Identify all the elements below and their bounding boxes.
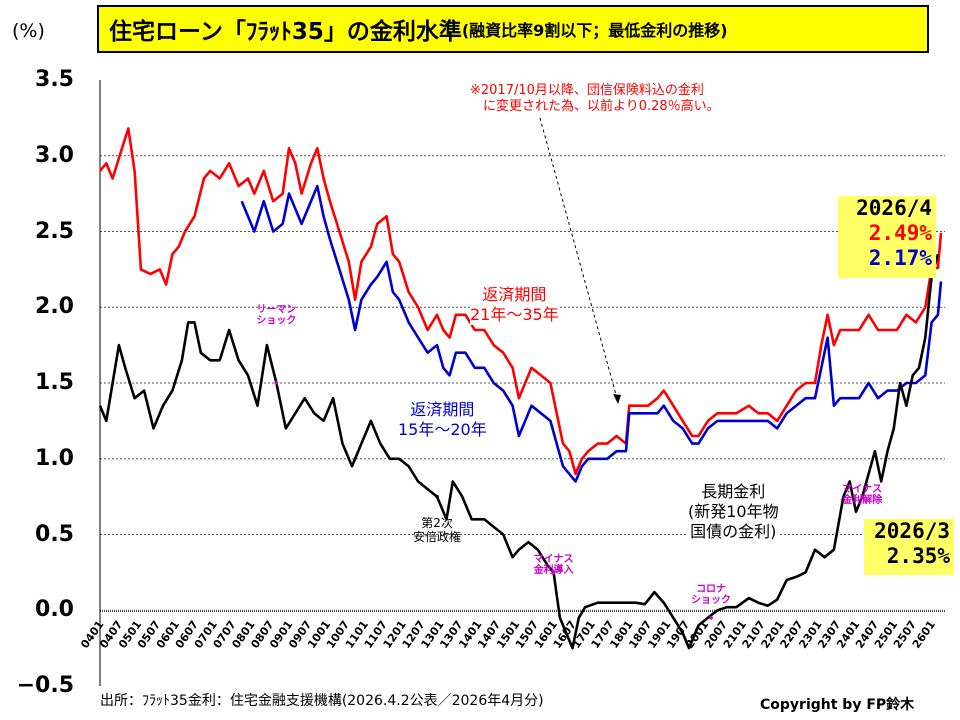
y-tick-label: 1.0 [35,445,74,471]
note-arrow-head [613,394,621,404]
event-marker-dot [551,570,556,575]
note-annotation: ※2017/10月以降、団信保険料込の金利 に変更された為、以前より0.28％高… [470,83,720,115]
series-long-term [98,127,943,476]
series-lines [98,127,943,650]
source-note: 出所：ﾌﾗｯﾄ35金利：住宅金融支援機構(2026.4.2公表／2026年4月分… [100,693,544,709]
latest-short-rate: 2.17% [868,246,932,270]
y-tick-label: 2.5 [35,218,74,244]
copyright: Copyright by FP鈴木 [760,697,915,713]
y-tick-label: −0.5 [16,673,74,698]
latest-long-rate: 2.49% [868,221,932,245]
x-tick-labels: 0401040705010507060106070701070708010807… [78,618,938,651]
y-tick-label: 3.5 [35,67,74,92]
series-short-term [240,184,943,483]
event-marker-dot [709,616,713,620]
note-arrow [539,117,619,403]
chart-title: 住宅ローン「ﾌﾗｯﾄ35」の金利水準 (融資比率9割以下；最低金利の推移) [97,5,929,53]
title-main: 住宅ローン「ﾌﾗｯﾄ35」の金利水準 [109,19,462,45]
long-term-label: 返済期間 21年～35年 [470,285,559,325]
title-sub: (融資比率9割以下；最低金利の推移) [461,21,728,40]
latest-jgb-box: 2026/3 2.35% [864,519,954,575]
latest-fixed-date: 2026/4 [856,196,932,220]
jgb-label: 長期金利 (新発10年物 国債の金利) [688,482,779,542]
y-tick-label: 1.5 [35,370,74,395]
short-term-label: 返済期間 15年～20年 [398,400,487,440]
event-marker-dot [435,494,439,499]
y-tick-label: 0.5 [35,521,74,547]
latest-jgb-date: 2026/3 [874,519,950,543]
event-marker-label: リーマンショック [256,303,296,326]
y-tick-label: 2.0 [35,294,74,320]
event-marker-label: 第2次安倍政権 [413,516,461,544]
event-marker-dot [860,494,865,499]
y-axis-unit: (%) [12,20,45,42]
event-marker-label: マイナス金利解除 [841,483,883,506]
latest-fixed-box: 2026/4 2.49% 2.17% [838,196,936,278]
latest-jgb-rate: 2.35% [886,544,950,568]
event-marker-label: コロナショック [691,583,731,606]
event-marker-label: マイナス金利導入 [533,553,574,576]
y-tick-label: 3.0 [35,142,74,168]
y-tick-label: 0.0 [35,597,74,623]
series-jgb [98,253,940,650]
event-marker-dot [274,381,279,385]
